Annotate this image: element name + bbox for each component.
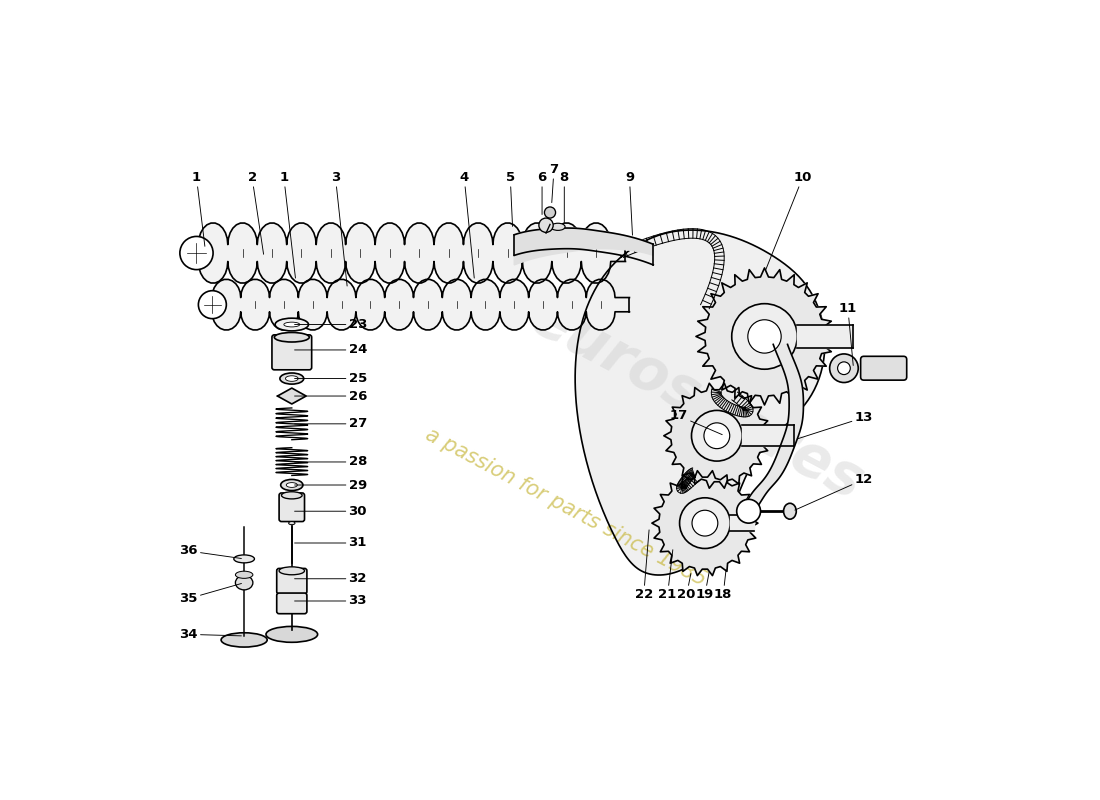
Ellipse shape: [282, 578, 303, 594]
FancyBboxPatch shape: [860, 356, 906, 380]
Text: 20: 20: [678, 574, 696, 601]
Text: 11: 11: [839, 302, 857, 366]
Text: 22: 22: [635, 530, 653, 601]
Text: 10: 10: [766, 171, 812, 270]
Polygon shape: [652, 470, 758, 575]
Text: 19: 19: [696, 572, 714, 601]
Ellipse shape: [288, 522, 295, 525]
FancyBboxPatch shape: [277, 569, 307, 594]
Circle shape: [180, 237, 213, 270]
Polygon shape: [742, 426, 794, 446]
Polygon shape: [798, 325, 852, 348]
Circle shape: [680, 498, 730, 549]
Text: 17: 17: [670, 410, 723, 434]
Ellipse shape: [286, 482, 297, 487]
Circle shape: [692, 510, 718, 536]
Text: 25: 25: [295, 372, 367, 385]
Circle shape: [198, 290, 227, 318]
Text: 26: 26: [295, 390, 367, 402]
Ellipse shape: [551, 223, 565, 230]
Text: 36: 36: [179, 545, 241, 558]
Polygon shape: [740, 344, 803, 511]
Ellipse shape: [274, 333, 309, 342]
Polygon shape: [212, 279, 629, 330]
Circle shape: [539, 218, 553, 232]
Circle shape: [737, 499, 760, 523]
Text: 5: 5: [506, 171, 515, 226]
Polygon shape: [515, 228, 653, 265]
Text: 7: 7: [549, 163, 559, 202]
Ellipse shape: [234, 555, 254, 563]
Circle shape: [692, 410, 742, 461]
Ellipse shape: [275, 318, 308, 331]
Polygon shape: [575, 230, 825, 575]
Text: 13: 13: [798, 411, 873, 439]
Text: 21: 21: [659, 550, 676, 601]
Circle shape: [837, 362, 850, 374]
Text: eurospares: eurospares: [520, 288, 873, 512]
Text: 4: 4: [460, 171, 474, 278]
Circle shape: [692, 510, 718, 536]
Ellipse shape: [221, 633, 267, 647]
Ellipse shape: [266, 626, 318, 642]
Circle shape: [704, 423, 729, 449]
Text: 2: 2: [248, 171, 264, 254]
Text: 3: 3: [331, 171, 348, 286]
Ellipse shape: [284, 322, 300, 327]
Text: 18: 18: [714, 570, 733, 601]
Ellipse shape: [282, 492, 303, 499]
Text: 1: 1: [191, 171, 205, 246]
Ellipse shape: [280, 479, 302, 490]
Text: 32: 32: [295, 572, 367, 586]
Ellipse shape: [783, 503, 796, 519]
Polygon shape: [663, 383, 770, 488]
Circle shape: [704, 423, 729, 449]
Ellipse shape: [235, 575, 253, 590]
Text: 31: 31: [295, 537, 367, 550]
Circle shape: [748, 320, 781, 353]
Ellipse shape: [235, 571, 253, 578]
Ellipse shape: [279, 373, 304, 384]
Polygon shape: [277, 388, 306, 404]
Text: 8: 8: [560, 171, 569, 222]
FancyBboxPatch shape: [272, 335, 311, 370]
Text: 29: 29: [295, 478, 367, 491]
Text: 9: 9: [625, 171, 634, 235]
Ellipse shape: [279, 567, 305, 574]
Text: 23: 23: [295, 318, 367, 331]
Text: 12: 12: [795, 473, 873, 510]
FancyBboxPatch shape: [279, 493, 305, 522]
Circle shape: [544, 207, 556, 218]
Text: 27: 27: [295, 418, 367, 430]
Text: 24: 24: [295, 343, 367, 357]
Text: 30: 30: [295, 505, 367, 518]
Polygon shape: [696, 268, 833, 405]
Text: a passion for parts since 1985: a passion for parts since 1985: [422, 425, 710, 590]
Text: 1: 1: [279, 171, 296, 278]
Text: 34: 34: [179, 628, 241, 641]
Ellipse shape: [286, 376, 298, 382]
Circle shape: [732, 304, 798, 370]
Text: 35: 35: [179, 583, 242, 605]
Text: 28: 28: [295, 455, 367, 469]
Text: 33: 33: [295, 594, 367, 607]
Polygon shape: [198, 223, 626, 283]
Circle shape: [748, 320, 781, 353]
Polygon shape: [730, 515, 755, 531]
Circle shape: [829, 354, 858, 382]
Text: 6: 6: [538, 171, 547, 214]
FancyBboxPatch shape: [277, 593, 307, 614]
